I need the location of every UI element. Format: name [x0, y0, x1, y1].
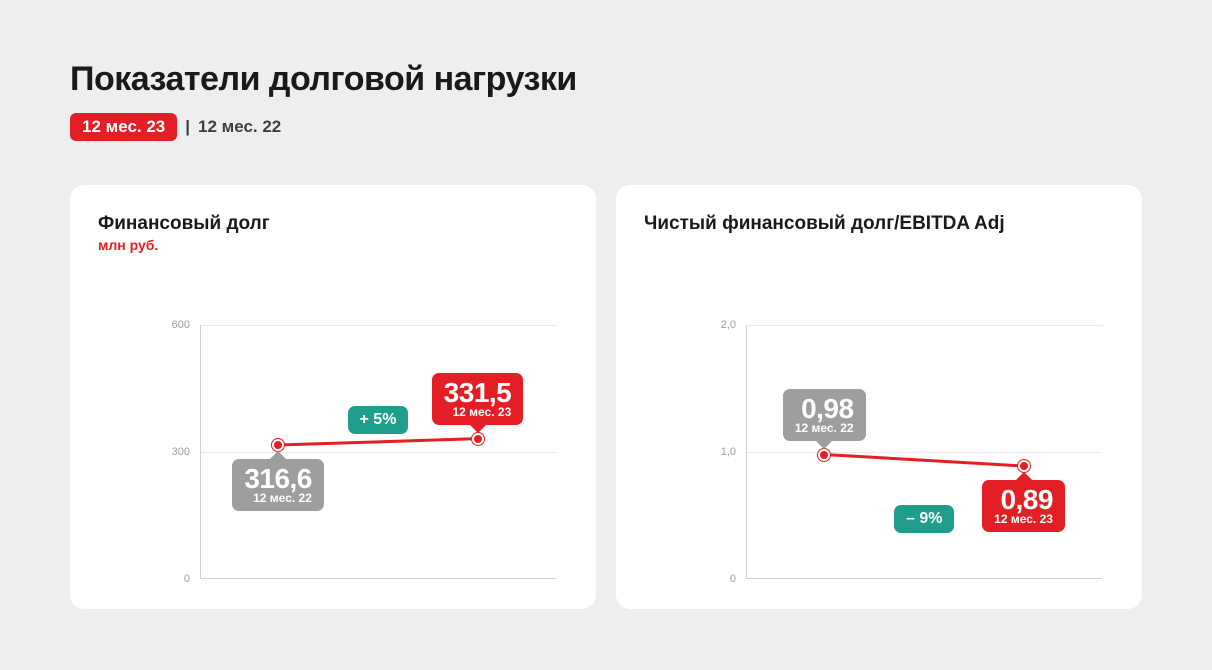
- chart-area-1: 01,02,00,9812 мес. 220,8912 мес. 23– 9%: [686, 325, 1102, 579]
- delta-badge: – 9%: [894, 505, 954, 533]
- label-tail: [816, 441, 832, 449]
- card-title: Чистый финансовый долг/EBITDA Adj: [644, 213, 1114, 235]
- data-point: [472, 433, 484, 445]
- series-svg: [686, 325, 1102, 579]
- period-separator: |: [185, 117, 190, 137]
- value-label: 316,612 мес. 22: [232, 459, 324, 511]
- value-number: 0,89: [994, 485, 1053, 514]
- card-debt-ebitda: Чистый финансовый долг/EBITDA Adj 01,02,…: [616, 185, 1142, 609]
- value-number: 331,5: [444, 378, 512, 407]
- series-svg: [140, 325, 556, 579]
- series-line: [278, 439, 477, 445]
- card-row: Финансовый долг млн руб. 0300600316,612 …: [70, 185, 1142, 609]
- value-number: 316,6: [244, 464, 312, 493]
- page-title: Показатели долговой нагрузки: [70, 60, 1142, 99]
- data-point: [818, 449, 830, 461]
- period-inactive-label[interactable]: 12 мес. 22: [198, 117, 281, 137]
- value-label: 331,512 мес. 23: [432, 373, 524, 425]
- value-period: 12 мес. 23: [994, 513, 1053, 526]
- value-period: 12 мес. 22: [244, 492, 312, 505]
- value-number: 0,98: [795, 394, 854, 423]
- period-active-badge[interactable]: 12 мес. 23: [70, 113, 177, 141]
- period-selector: 12 мес. 23 | 12 мес. 22: [70, 113, 1142, 141]
- page-root: Показатели долговой нагрузки 12 мес. 23 …: [0, 0, 1212, 639]
- card-unit: млн руб.: [98, 237, 568, 253]
- data-point: [272, 439, 284, 451]
- label-tail: [470, 425, 486, 433]
- card-title: Финансовый долг: [98, 213, 568, 235]
- value-period: 12 мес. 23: [444, 406, 512, 419]
- data-point: [1018, 460, 1030, 472]
- value-label: 0,8912 мес. 23: [982, 480, 1065, 532]
- value-label: 0,9812 мес. 22: [783, 389, 866, 441]
- chart-area-0: 0300600316,612 мес. 22331,512 мес. 23+ 5…: [140, 325, 556, 579]
- label-tail: [270, 451, 286, 459]
- series-line: [824, 455, 1023, 466]
- label-tail: [1016, 472, 1032, 480]
- delta-badge: + 5%: [348, 406, 409, 434]
- value-period: 12 мес. 22: [795, 422, 854, 435]
- card-financial-debt: Финансовый долг млн руб. 0300600316,612 …: [70, 185, 596, 609]
